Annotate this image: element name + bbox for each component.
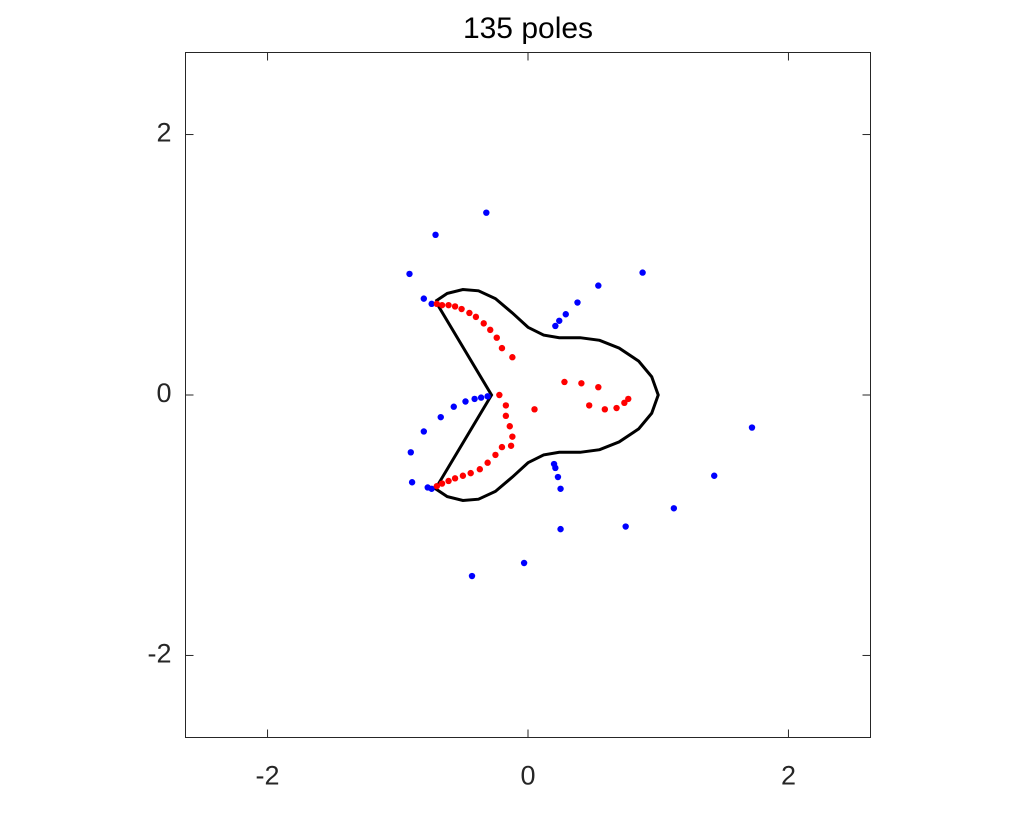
pole-point: [487, 326, 494, 334]
pole-point: [520, 559, 528, 567]
y-tick-label: 2: [156, 118, 171, 148]
pole-point: [477, 394, 485, 401]
pole-point: [595, 282, 602, 289]
pole-point: [459, 472, 467, 479]
pole-point: [472, 313, 480, 321]
pole-point: [578, 380, 585, 387]
pole-point: [711, 472, 718, 479]
pole-point: [639, 269, 646, 276]
pole-point: [601, 406, 609, 413]
pole-point: [498, 344, 506, 352]
pole-point: [748, 424, 756, 431]
pole-point: [466, 309, 473, 317]
pole-point: [420, 295, 428, 302]
pole-point: [557, 525, 564, 533]
pole-point: [550, 460, 558, 468]
pole-point: [428, 300, 435, 308]
pole-point: [492, 451, 499, 459]
pole-point: [670, 505, 678, 512]
pole-point: [561, 378, 568, 386]
pole-point: [562, 311, 569, 318]
pole-point: [531, 406, 538, 413]
boundary-curve: [433, 287, 660, 503]
pole-point: [625, 395, 632, 403]
pole-point: [476, 466, 484, 473]
pole-point: [502, 402, 510, 409]
pole-point: [480, 320, 487, 327]
pole-point: [433, 482, 441, 490]
pole-point: [554, 473, 562, 481]
pole-point: [586, 402, 593, 409]
y-tick-label: -2: [147, 639, 171, 669]
pole-point: [450, 403, 457, 410]
pole-point: [507, 442, 515, 449]
pole-point: [502, 412, 510, 420]
pole-point: [438, 301, 446, 309]
pole-point: [506, 423, 513, 430]
pole-point: [437, 413, 444, 421]
pole-point: [493, 334, 500, 341]
pole-point: [509, 433, 516, 440]
pole-point: [483, 209, 490, 216]
pole-point: [451, 303, 459, 310]
x-tick-label: 2: [781, 761, 796, 791]
pole-point: [557, 485, 564, 492]
x-tick-label: 0: [520, 761, 535, 791]
pole-point: [445, 477, 452, 485]
y-tick-label: 0: [156, 378, 171, 408]
pole-point: [552, 322, 559, 330]
pole-point: [574, 299, 581, 306]
pole-point: [484, 393, 491, 400]
pole-point: [408, 479, 416, 486]
pole-point: [433, 300, 441, 308]
chart-title: 135 poles: [463, 12, 593, 45]
pole-point: [451, 475, 459, 482]
pole-point: [484, 459, 491, 466]
pole-point: [420, 428, 428, 435]
x-tick-label: -2: [256, 761, 280, 791]
pole-point: [445, 301, 452, 309]
pole-point: [509, 354, 516, 361]
pole-point: [407, 449, 414, 456]
pole-point: [432, 231, 439, 239]
pole-point: [468, 572, 476, 580]
pole-point: [406, 270, 413, 278]
pole-point: [498, 443, 506, 451]
pole-point: [613, 404, 620, 412]
pole-point: [622, 523, 629, 530]
pole-point: [471, 395, 478, 403]
pole-point: [462, 398, 469, 405]
pole-point: [621, 399, 628, 407]
pole-point: [438, 480, 446, 487]
pole-point: [467, 469, 474, 477]
pole-point: [428, 485, 435, 492]
pole-point: [458, 305, 465, 313]
pole-point: [496, 391, 503, 399]
pole-point: [595, 383, 602, 391]
pole-point: [556, 317, 563, 324]
